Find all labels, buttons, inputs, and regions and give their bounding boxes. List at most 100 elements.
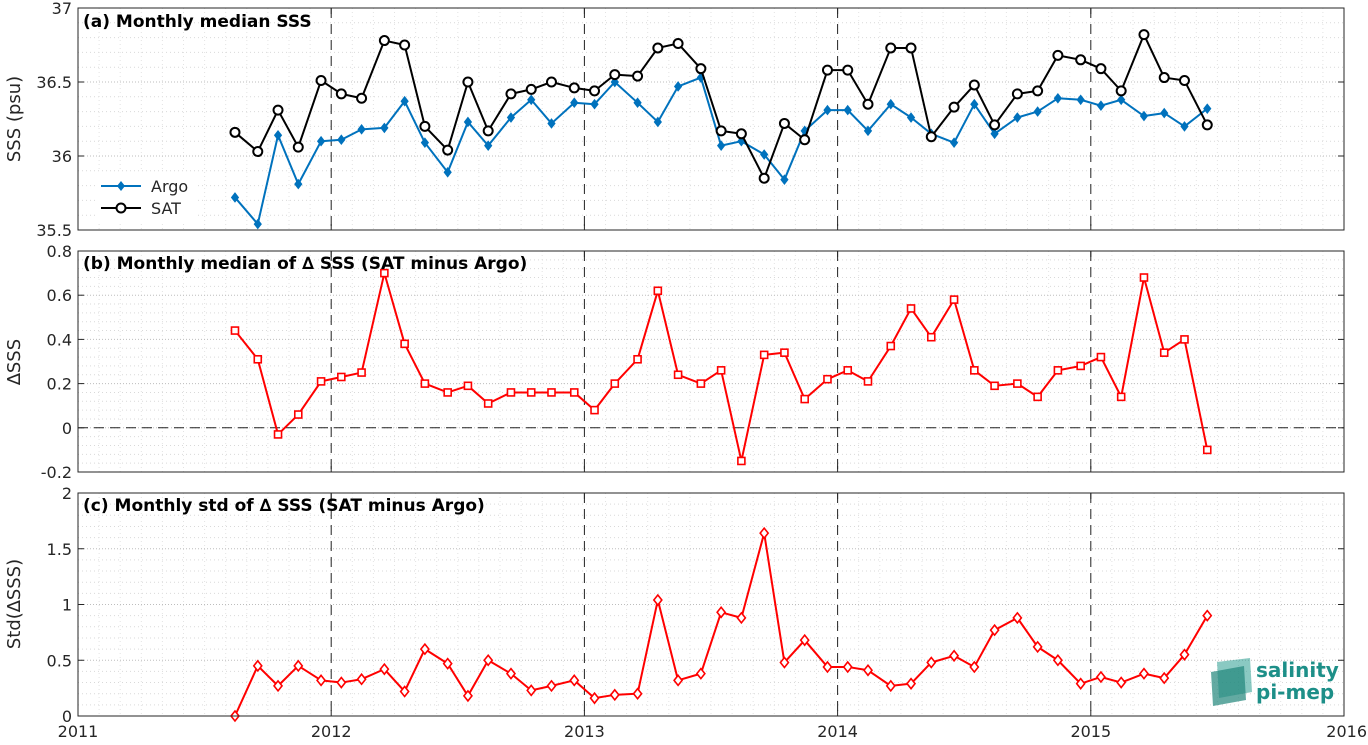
legend-sat-label: SAT [151,199,181,218]
panel-b-frame [77,250,1345,473]
panel-a-argo-point [843,104,852,116]
panel-c-xtick-label: 2016 [1326,722,1367,741]
legend-box [95,172,195,222]
panel-a-argo-point [949,137,959,148]
panel-c-title: (c) Monthly std of ∆ SSS (SAT minus Argo… [83,496,485,516]
panel-c-point [419,642,430,656]
panel-b-point [863,377,873,386]
panel-c-point [716,606,727,619]
panel-b-point [483,399,493,408]
panel-a-argo-point [570,97,579,109]
panel-c-point [336,676,347,689]
panel-c-monthly-std-delta-sss: 0 0.5 1 1.5 2 2011 2012 2013 2014 2015 2016 [47,484,1367,741]
panel-a-argo-point [1013,112,1022,123]
panel-a-argo-point [547,118,556,129]
panel-b-point [990,381,999,391]
panel-c-point [799,633,810,647]
panel-a-argo-point [443,166,452,178]
panel-c-point [862,664,874,677]
panel-b-point [906,304,916,313]
panel-b-point [230,326,240,335]
panel-a-sat-point [778,117,790,129]
panel-a-sat-point [652,42,664,54]
panel-a-sat-point [885,42,897,54]
panel-c-ytick-label: 1.5 [47,540,72,559]
panel-a-sat-point [589,85,601,97]
panel-b-point [526,388,536,397]
panel-c-point [759,526,770,540]
panel-a-argo-point [780,174,789,185]
panel-a-sat-point [1011,88,1023,100]
panel-c-xtick-label: 2013 [564,722,605,741]
panel-a-sat-point [695,63,707,75]
panel-c-point [736,611,747,625]
panel-a-sat-point [1095,63,1107,75]
panel-c-point [356,672,367,686]
panel-a-ytick-label: 36.5 [36,73,72,92]
panel-a-argo-point [230,192,240,203]
panel-a-argo-point [1033,106,1042,117]
panel-a-argo-point [1096,100,1106,111]
panel-c-point [589,691,600,705]
panel-c-point [673,674,684,687]
panel-a-argo-point [357,124,366,135]
panel-b-point [506,388,516,397]
panel-c-point [842,660,853,674]
panel-a-title: (a) Monthly median SSS [83,12,312,32]
panel-c-xtick-label: 2015 [1070,722,1111,741]
panel-c-point [526,684,537,697]
panel-a-argo-point [294,178,303,190]
panel-a-argo-point [1203,103,1212,114]
panel-b-monthly-median-delta-sss: -0.2 0 0.2 0.4 0.6 0.8 [41,242,1345,482]
panel-a-sat-point [968,79,980,91]
panel-a-sat-point [525,83,537,95]
panel-b-point [926,332,936,342]
panel-c-point [505,667,516,680]
panel-a-sat-point [1052,49,1064,61]
panel-b-point [273,430,283,439]
panel-a-sat-point [568,82,580,94]
panel-b-point [380,268,389,278]
panel-c-point [949,649,960,663]
panel-b-point [420,379,430,388]
panel-c-point [989,623,1000,637]
panel-c-point [1075,677,1086,690]
panel-c-point [906,677,917,690]
panel-a-sat-point [925,131,937,143]
panel-b-point [357,368,366,377]
panel-a-sat-point [1158,72,1170,84]
panel-c-ytick-label: 1 [62,596,72,615]
panel-c-point [293,659,304,673]
panel-b-ytick-label: -0.2 [41,463,72,482]
panel-a-frame [77,7,1345,231]
panel-b-point [1096,352,1106,362]
panel-a-argo-point [316,135,326,147]
panel-a-sat-point [462,76,474,88]
panel-b-point [1202,445,1212,455]
panel-c-point [252,659,263,673]
panel-c-point [1095,670,1106,684]
panel-a-sat-point [1075,54,1087,66]
panel-a-argo-point [420,137,430,148]
panel-b-point [1159,348,1169,357]
panel-a-sat-point [545,76,557,88]
panel-c-point [379,662,390,676]
panel-b-point [1139,273,1149,282]
panel-a-argo-point [970,98,979,110]
panel-b-point [1116,392,1126,402]
panel-a-argo-point [380,122,389,134]
panel-c-point [695,667,706,680]
panel-a-sat-point [799,134,811,146]
panel-b-point [653,286,663,296]
panel-b-point [949,295,959,304]
logo-text-pi-mep: pi-mep [1256,680,1334,704]
panel-a-sat-point [356,92,368,104]
panel-b-point [337,372,346,382]
panel-b-point [253,354,263,364]
panel-a-argo-point [906,112,916,123]
panel-b-point [737,456,746,466]
panel-a-sat-point [948,101,960,113]
panel-c-point [1202,609,1213,622]
panel-b-point [1180,335,1189,344]
panel-a-argo-point [463,116,473,128]
